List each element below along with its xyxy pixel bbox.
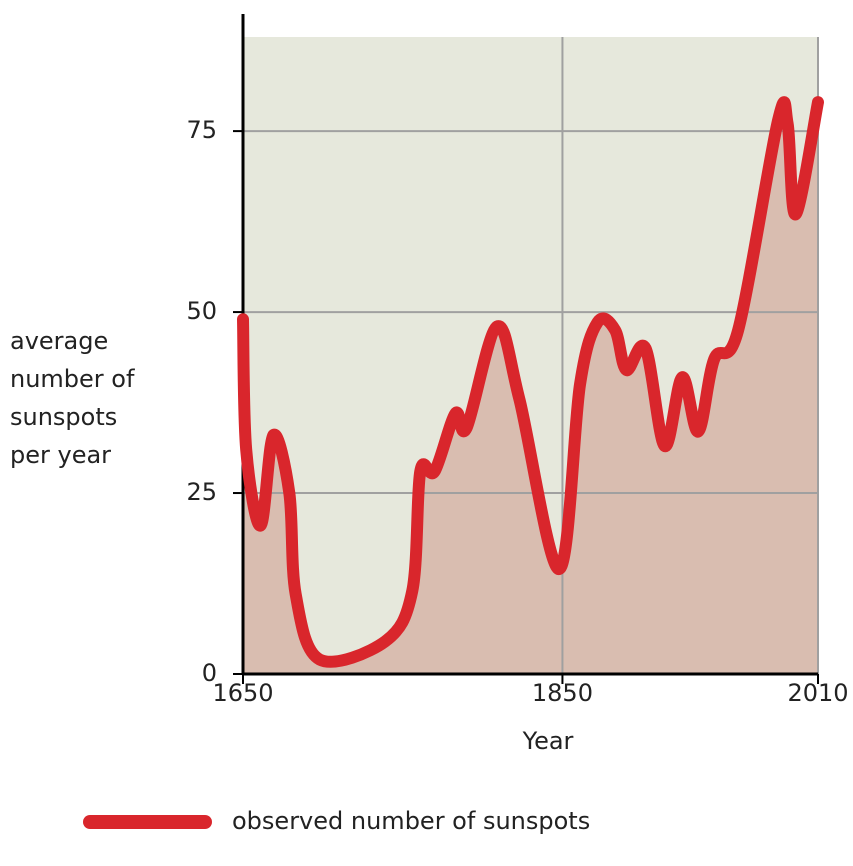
y-tick-label: 25 xyxy=(186,478,217,506)
x-tick-label: 2010 xyxy=(787,679,848,707)
area xyxy=(243,102,818,674)
legend-label: observed number of sunspots xyxy=(232,807,590,835)
line xyxy=(237,96,824,668)
y-axis-label: average number of sunspots per year xyxy=(10,327,135,469)
y-tick-label: 75 xyxy=(186,116,217,144)
y-tick-label: 50 xyxy=(186,297,217,325)
x-tick-label: 1850 xyxy=(532,679,593,707)
x-axis-label: Year xyxy=(522,727,574,755)
x-tick-label: 1650 xyxy=(212,679,273,707)
y-tick-label: 0 xyxy=(202,659,217,687)
